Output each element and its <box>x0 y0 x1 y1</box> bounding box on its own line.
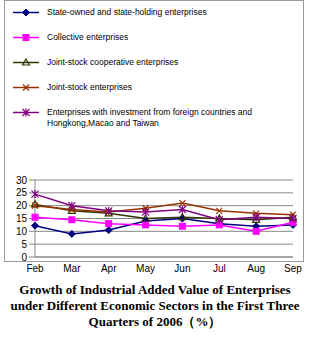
html-text:Collective enterprises: Collective enterprises <box>47 32 129 42</box>
svg-text:Feb: Feb <box>26 263 44 274</box>
svg-text:30: 30 <box>16 175 28 186</box>
html-text:Joint-stock enterprises: Joint-stock enterprises <box>47 82 132 92</box>
html-text:Enterprises with investment fr: Enterprises with investment from foreign… <box>47 107 252 128</box>
svg-text:20: 20 <box>16 200 28 211</box>
html-text:State-owned and state-holding: State-owned and state-holding enterprise… <box>47 7 207 17</box>
svg-text:Mar: Mar <box>63 263 81 274</box>
svg-text:May: May <box>136 263 155 274</box>
svg-text:Apr: Apr <box>101 263 117 274</box>
svg-text:Jun: Jun <box>174 263 190 274</box>
svg-text:Sep: Sep <box>284 263 302 274</box>
svg-text:15: 15 <box>16 213 28 224</box>
html-text:Joint-stock cooperative enterp: Joint-stock cooperative enterprises <box>47 57 179 67</box>
html-text:Growth of Industrial Added Val: Growth of Industrial Added Value of Ente… <box>10 282 300 329</box>
svg-text:Jul: Jul <box>213 263 226 274</box>
svg-text:10: 10 <box>16 226 28 237</box>
svg-text:Aug: Aug <box>247 263 265 274</box>
svg-text:25: 25 <box>16 187 28 198</box>
svg-text:5: 5 <box>21 239 27 250</box>
svg-text:0: 0 <box>21 252 27 263</box>
